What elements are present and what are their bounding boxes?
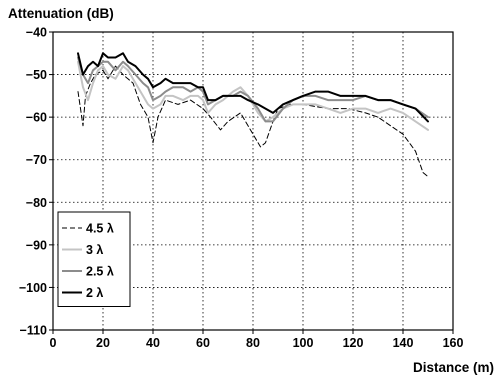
y-tick-label: −60 [26, 111, 47, 125]
legend-label: 4.5 λ [86, 222, 114, 236]
y-tick-label: −70 [26, 153, 47, 167]
legend-label: 2 λ [86, 286, 103, 300]
x-axis-title: Distance (m) [413, 360, 494, 375]
legend-label: 2.5 λ [86, 265, 114, 279]
series-line-2 [77, 56, 429, 123]
x-tick-label: 120 [343, 336, 364, 350]
series-line-3 [77, 52, 429, 123]
x-tick-label: 100 [293, 336, 314, 350]
grid-lines [53, 32, 453, 330]
x-tick-label: 140 [393, 336, 414, 350]
y-tick-label: −110 [20, 324, 48, 338]
y-tick-label: −40 [26, 26, 47, 40]
legend: 4.5 λ 3 λ 2.5 λ 2 λ [57, 211, 131, 307]
y-tick-label: −50 [26, 68, 47, 82]
series-line-0 [77, 65, 429, 178]
x-tick-label: 0 [50, 336, 57, 350]
legend-label: 3 λ [86, 243, 103, 257]
series-lines [77, 52, 429, 178]
y-tick-label: −80 [26, 196, 47, 210]
x-tick-label: 40 [146, 336, 160, 350]
x-tick-label: 160 [443, 336, 464, 350]
series-line-1 [77, 60, 429, 131]
y-tick-label: −100 [19, 281, 47, 295]
x-tick-label: 80 [246, 336, 260, 350]
x-tick-label: 60 [196, 336, 210, 350]
y-axis-title: Attenuation (dB) [8, 6, 114, 21]
y-tick-label: −90 [26, 238, 47, 252]
axis-ticks: 0 20 40 60 80 100 120 140 160 −40 −50 −60 −70 −80 −90 −… [19, 26, 464, 351]
x-tick-label: 20 [96, 336, 110, 350]
